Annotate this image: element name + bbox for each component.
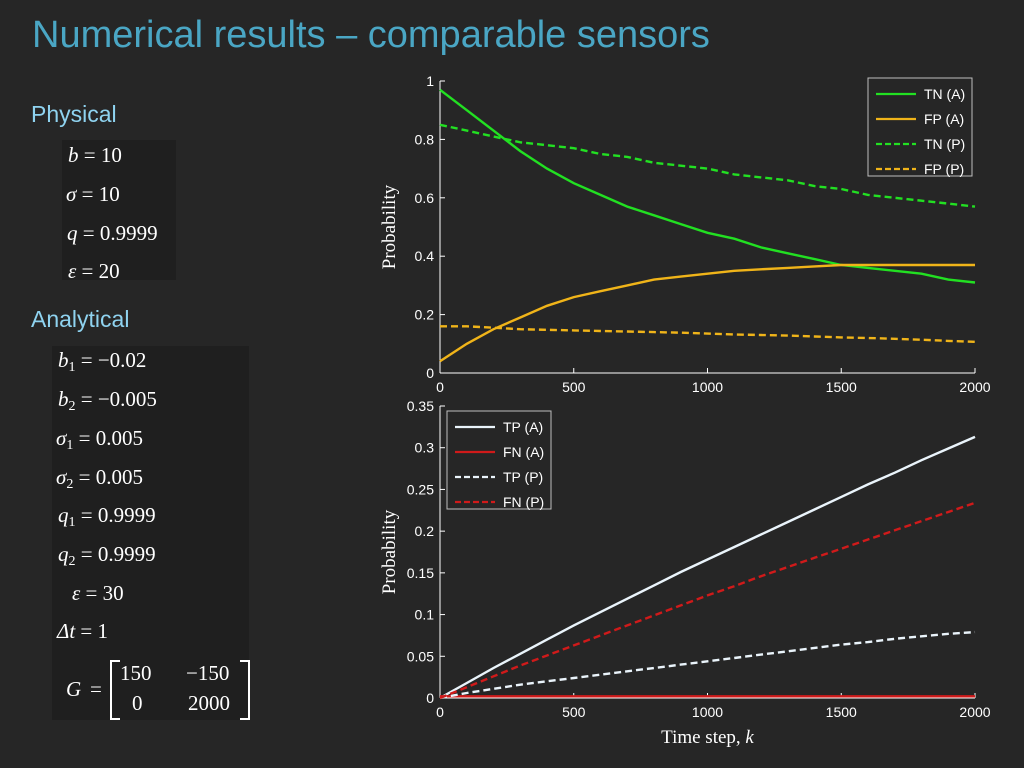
legend-label: FP (A)	[924, 111, 964, 127]
param-matrix-g: G = 150 −150 0 2000	[66, 660, 251, 720]
param-b2: b2 = −0.005	[58, 387, 157, 414]
x-tick-label: 0	[436, 379, 444, 395]
param-sigma1: σ1 = 0.005	[56, 426, 143, 453]
legend-label: TN (P)	[924, 136, 965, 152]
chart-true-positive-false-negative: 0 500 1000 1500 2000 0 0.05 0.1 0.15 0.2 0.25 0.3 0.…	[379, 398, 991, 748]
param-q2: q2 = 0.9999	[58, 542, 156, 569]
legend: TN (A) FP (A) TN (P) FP (P)	[867, 77, 973, 177]
series-line-tn-p	[439, 123, 976, 208]
matrix-bracket-left	[110, 660, 120, 720]
x-tick-label: 0	[436, 704, 444, 720]
param-sigma: σ = 10	[66, 182, 120, 206]
y-tick-label: 0.2	[415, 523, 435, 539]
param-q: q = 0.9999	[67, 221, 158, 245]
y-tick-label: 0.15	[407, 565, 434, 581]
x-tick-label: 2000	[959, 379, 990, 395]
legend-label: FN (P)	[503, 494, 544, 510]
y-tick-label: 0.1	[415, 607, 435, 623]
series-line-tn-a	[439, 88, 976, 284]
series-line-tp-a	[439, 435, 976, 700]
param-b: b = 10	[68, 143, 122, 167]
y-tick-label: 0.2	[415, 307, 435, 323]
series-line-tp-p	[439, 630, 976, 700]
legend-label: TP (A)	[503, 419, 543, 435]
matrix-bracket-right	[240, 660, 250, 720]
matrix-cell: 150	[120, 661, 152, 685]
physical-params-box: b = 10 σ = 10 q = 0.9999 ε = 20	[62, 140, 176, 283]
legend-label: FN (A)	[503, 444, 544, 460]
y-tick-label: 0.3	[415, 440, 435, 456]
x-tick-label: 1000	[692, 704, 723, 720]
series-line-fp-p	[440, 325, 976, 343]
series-line-fn-p	[439, 501, 976, 700]
matrix-cell: 0	[132, 691, 143, 715]
slide-title: Numerical results – comparable sensors	[32, 14, 710, 56]
analytical-heading: Analytical	[31, 306, 130, 332]
physical-heading: Physical	[31, 101, 117, 127]
matrix-equals: =	[90, 677, 102, 701]
param-sigma2: σ2 = 0.005	[56, 465, 143, 492]
analytical-params-box: b1 = −0.02 b2 = −0.005 σ1 = 0.005 σ2 = 0…	[52, 346, 251, 720]
y-tick-label: 1	[426, 73, 434, 89]
y-axis-label: Probability	[379, 184, 400, 269]
y-tick-label: 0.6	[415, 190, 435, 206]
x-tick-label: 1500	[826, 379, 857, 395]
x-tick-label: 500	[562, 704, 586, 720]
matrix-cell: 2000	[188, 691, 230, 715]
legend-label: TP (P)	[503, 469, 543, 485]
legend-label: TN (A)	[924, 86, 965, 102]
x-axis-label: Time step, k	[661, 727, 754, 748]
y-tick-label: 0	[426, 690, 434, 706]
param-b1: b1 = −0.02	[58, 348, 147, 375]
param-q1: q1 = 0.9999	[58, 503, 156, 530]
x-tick-label: 2000	[959, 704, 990, 720]
y-axis-label: Probability	[379, 509, 400, 594]
param-epsilon: ε = 30	[72, 581, 124, 605]
legend: TP (A) FN (A) TP (P) FN (P)	[446, 410, 552, 510]
param-delta-t: Δt = 1	[57, 619, 109, 643]
x-tick-label: 1500	[826, 704, 857, 720]
series-line-fp-a	[439, 263, 975, 363]
y-tick-label: 0.05	[407, 648, 434, 664]
matrix-symbol: G	[66, 677, 82, 701]
y-tick-label: 0	[426, 365, 434, 381]
y-tick-label: 0.25	[407, 481, 434, 497]
legend-label: FP (P)	[924, 161, 964, 177]
y-tick-label: 0.4	[415, 248, 435, 264]
x-tick-label: 1000	[692, 379, 723, 395]
x-tick-label: 500	[562, 379, 586, 395]
chart-true-negative-false-positive: 0 500 1000 1500 2000 0 0.2 0.4 0.6 0.8 1 Probabilit…	[379, 73, 991, 395]
param-epsilon: ε = 20	[68, 259, 120, 283]
y-tick-label: 0.35	[407, 398, 434, 414]
matrix-cell: −150	[186, 661, 230, 685]
y-tick-label: 0.8	[415, 131, 435, 147]
